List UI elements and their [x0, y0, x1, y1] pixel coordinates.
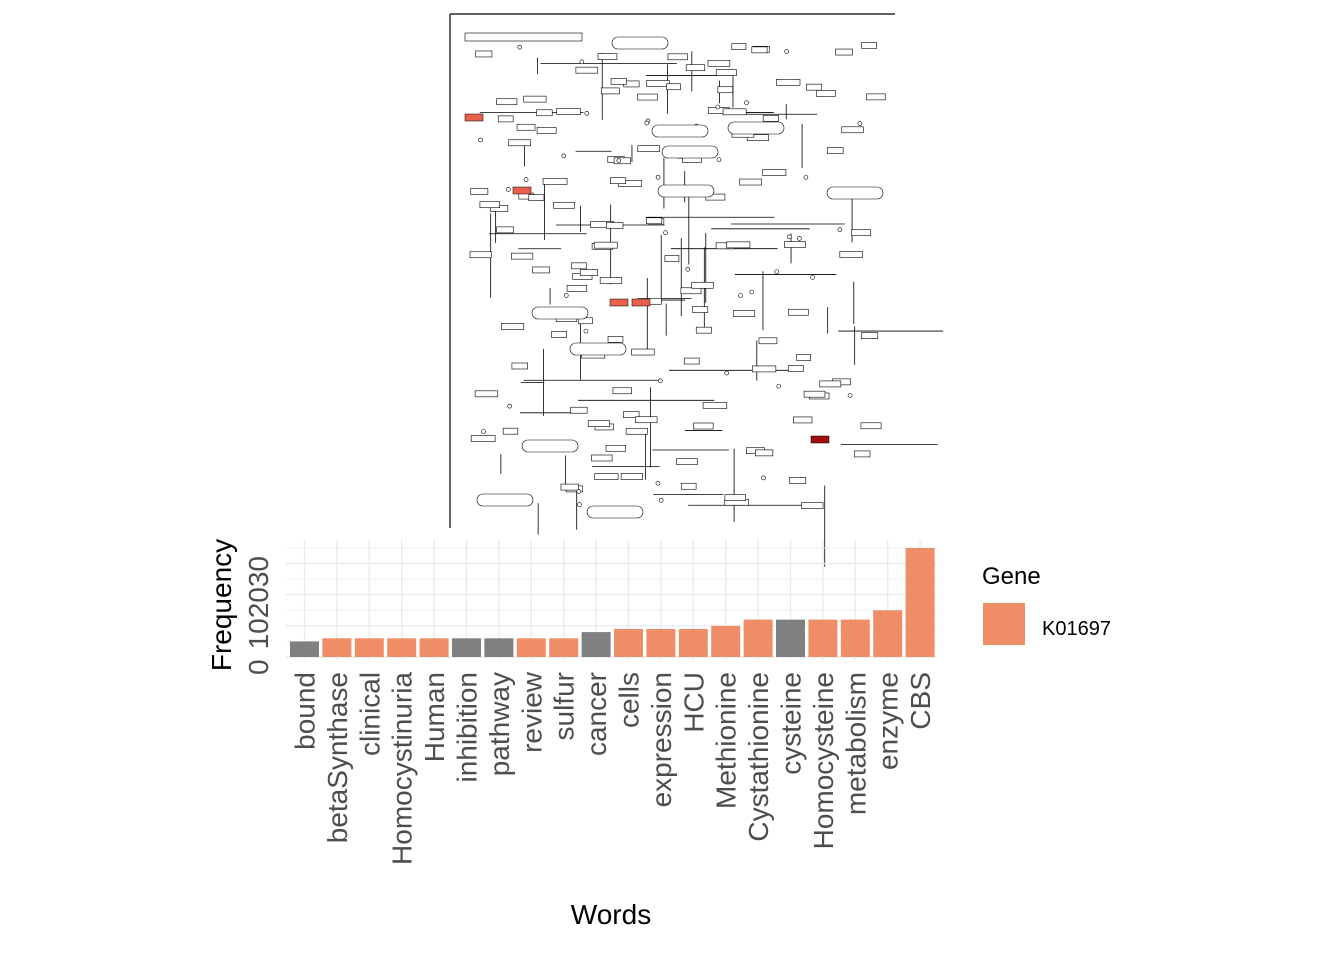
x-tick-label: inhibition — [452, 672, 483, 783]
bar-homocysteine — [808, 619, 838, 657]
x-tick-label: Homocystinuria — [387, 672, 418, 865]
bar-cystathionine — [743, 619, 773, 657]
bar-inhibition — [452, 638, 481, 657]
pathway-map-image — [449, 13, 944, 567]
bar-sulfur — [549, 638, 579, 657]
x-tick-label: pathway — [484, 672, 515, 776]
x-tick-label: enzyme — [873, 672, 904, 770]
x-tick-label: clinical — [354, 672, 385, 756]
x-tick-label: CBS — [905, 672, 936, 730]
bar-cysteine — [776, 619, 805, 657]
x-tick-label: Homocysteine — [808, 672, 839, 849]
x-tick-label: HCU — [678, 672, 709, 733]
x-tick-label: cysteine — [776, 672, 807, 775]
legend-key-swatch — [983, 603, 1025, 645]
bar-review — [516, 638, 546, 657]
y-tick-label: 30 — [243, 556, 274, 587]
bar-cancer — [581, 632, 611, 657]
chart-bars — [290, 548, 935, 657]
x-tick-label: cancer — [581, 672, 612, 756]
x-tick-label: sulfur — [549, 672, 580, 740]
bar-expression — [646, 628, 676, 657]
bar-clinical — [354, 638, 384, 657]
x-tick-label: bound — [290, 672, 321, 750]
bar-methionine — [711, 625, 741, 657]
legend: Gene K01697 — [982, 563, 1111, 645]
y-tick-label: 0 — [243, 659, 274, 675]
x-tick-labels: bound betaSynthase clinical Homocystinuria H… — [290, 671, 937, 865]
y-axis-label: Frequency — [206, 539, 237, 671]
x-tick-label: expression — [646, 672, 677, 807]
bar-human — [419, 638, 449, 657]
legend-entry-label: K01697 — [1042, 618, 1111, 640]
legend-title: Gene — [982, 563, 1041, 590]
x-tick-label: Methionine — [711, 672, 742, 809]
x-tick-label: betaSynthase — [322, 672, 353, 843]
bar-enzyme — [873, 610, 903, 657]
y-tick-label: 10 — [243, 618, 274, 649]
bar-cbs — [905, 548, 935, 657]
bar-cells — [614, 628, 643, 657]
x-tick-label: Human — [419, 672, 450, 762]
x-tick-label: Cystathionine — [743, 672, 774, 842]
bar-bound — [290, 641, 319, 657]
x-tick-label: metabolism — [840, 672, 871, 815]
bar-metabolism — [840, 619, 870, 657]
x-axis-label: Words — [571, 899, 651, 930]
bar-pathway — [484, 638, 514, 657]
bar-homocystinuria — [387, 638, 417, 657]
bar-hcu — [678, 628, 708, 657]
bar-betasynthase — [322, 638, 352, 657]
y-tick-label: 20 — [243, 587, 274, 618]
x-tick-label: review — [516, 671, 547, 753]
x-tick-label: cells — [614, 672, 645, 728]
